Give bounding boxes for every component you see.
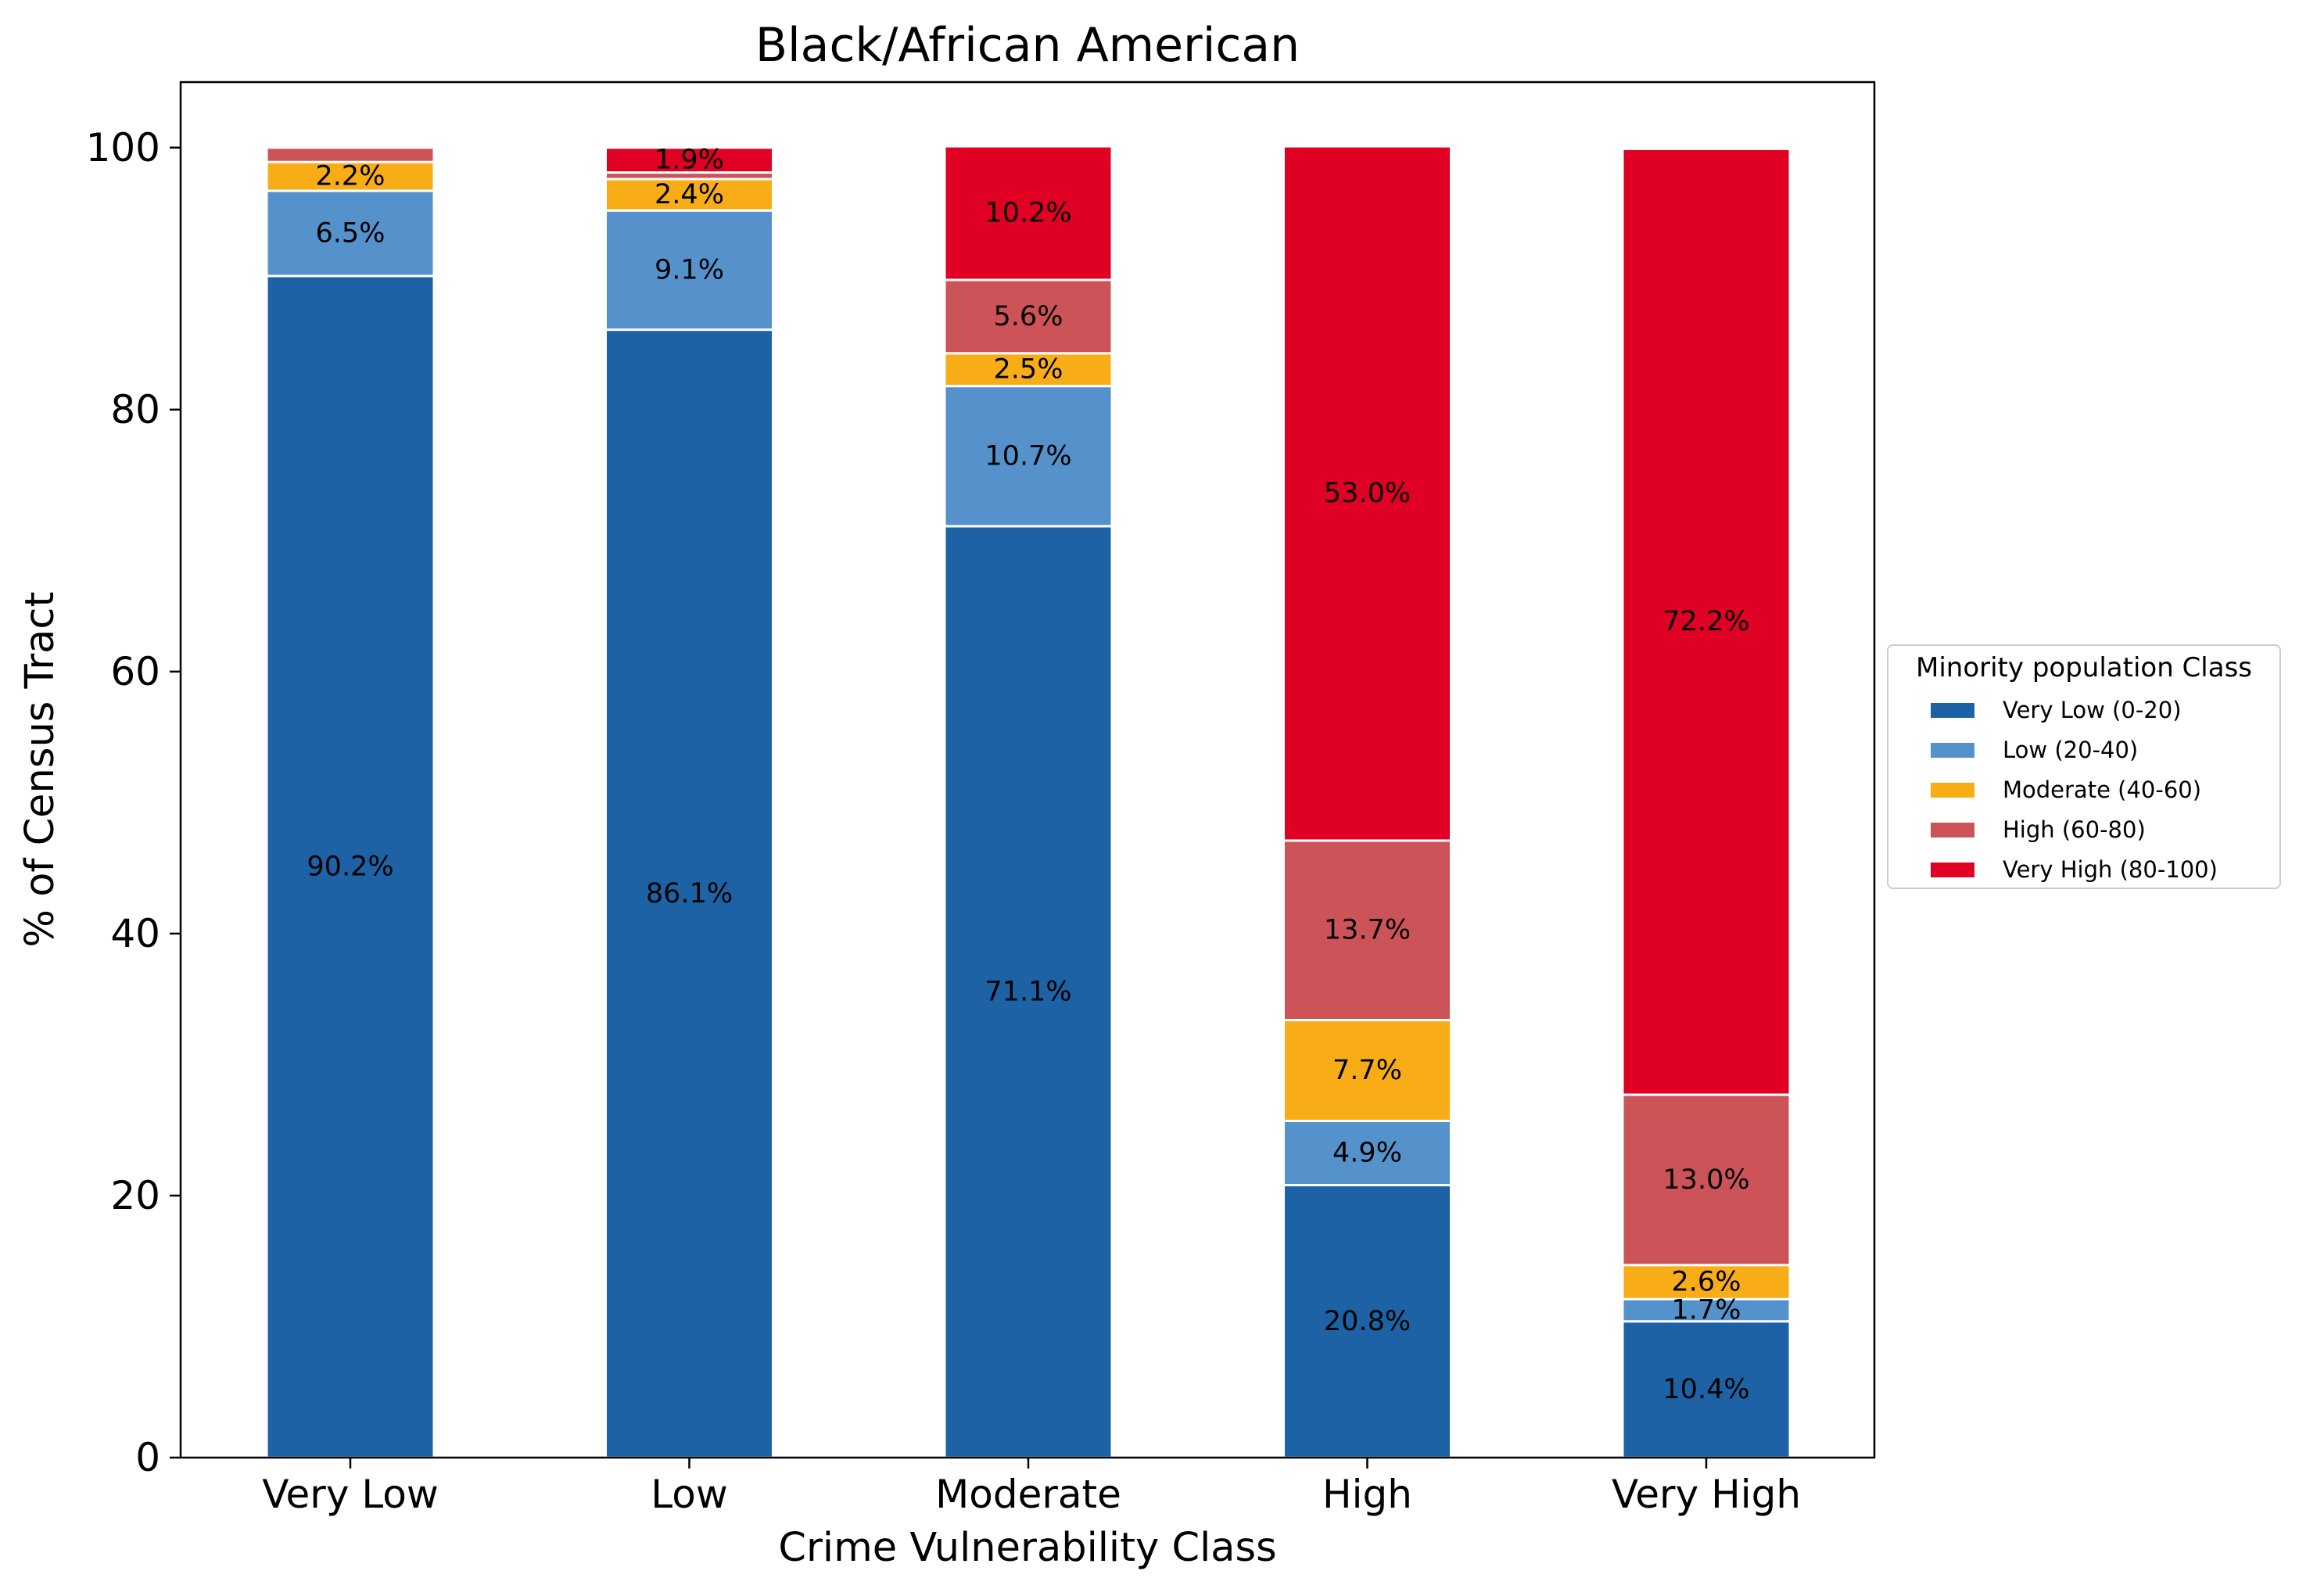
- bar-value-label: 10.7%: [985, 440, 1071, 472]
- legend-title: Minority population Class: [1916, 652, 2252, 683]
- bar-value-label: 13.7%: [1324, 915, 1411, 946]
- legend-swatch: [1931, 743, 1974, 758]
- y-tick-label: 0: [135, 1435, 160, 1480]
- y-axis-label: % of Census Tract: [17, 592, 63, 948]
- bar-value-label: 2.4%: [655, 179, 724, 210]
- bar-segment: [265, 189, 436, 278]
- bar-value-label: 1.7%: [1672, 1295, 1741, 1326]
- bar-value-label: 4.9%: [1332, 1138, 1402, 1169]
- bar-segment: [1621, 147, 1791, 1096]
- legend: Minority population Class Very Low (0-20…: [1887, 644, 2281, 889]
- bar-segment: [604, 178, 774, 212]
- bar-value-label: 86.1%: [646, 878, 733, 909]
- bar-value-label: 90.2%: [307, 851, 393, 882]
- bar-segment: [1282, 1018, 1452, 1122]
- bar-labels: 90.2% 6.5% 2.2% 86.1% 9.1% 2.4%1.9% 71.1% 10.7%…: [307, 145, 1749, 1405]
- bar-segment: [943, 525, 1114, 1459]
- legend-entry-label: Very Low (0-20): [2003, 697, 2182, 723]
- bar-segment: [604, 146, 774, 174]
- bar-value-label: 10.4%: [1662, 1374, 1749, 1405]
- bar-segment: [943, 385, 1114, 528]
- x-tick-label: Moderate: [935, 1472, 1121, 1517]
- y-tick-label: 80: [110, 387, 160, 432]
- bar-segment: [1282, 145, 1452, 842]
- bar-value-label: 72.2%: [1662, 606, 1749, 637]
- bar-segment: [1282, 1184, 1452, 1459]
- legend-frame: [1887, 644, 2281, 889]
- bar-segment: [1621, 1264, 1791, 1300]
- x-tick-label: High: [1322, 1472, 1412, 1517]
- bar-segment: [1621, 1093, 1791, 1267]
- x-tick-label: Very Low: [262, 1472, 439, 1517]
- y-axis: 0 20 40 60 80 100: [86, 125, 181, 1480]
- bar-value-label: 20.8%: [1324, 1306, 1411, 1337]
- bar-segment: [1282, 839, 1452, 1021]
- legend-swatch: [1931, 863, 1974, 877]
- chart-title: Black/African American: [755, 18, 1300, 73]
- legend-swatch: [1931, 783, 1974, 798]
- bar-segment: [943, 278, 1114, 355]
- bar-value-label: 2.5%: [994, 354, 1063, 386]
- bar-segment: [1282, 1119, 1452, 1187]
- bar-segment: [604, 328, 774, 1459]
- legend-swatch: [1931, 823, 1974, 837]
- y-tick-label: 40: [110, 911, 160, 956]
- legend-entry-label: High (60-80): [2003, 816, 2146, 843]
- bar-value-label: 9.1%: [655, 254, 724, 285]
- bar-segment: [265, 274, 436, 1459]
- x-tick-label: Very High: [1612, 1472, 1801, 1517]
- legend-entry-label: Moderate (40-60): [2003, 776, 2201, 803]
- x-axis: Very Low Low Moderate High Very High: [262, 1458, 1801, 1517]
- y-tick-label: 60: [110, 649, 160, 694]
- bar-value-label: 6.5%: [316, 217, 386, 249]
- bar-value-label: 1.9%: [655, 145, 724, 176]
- bar-value-label: 13.0%: [1662, 1164, 1749, 1196]
- legend-entry-label: Very High (80-100): [2003, 856, 2218, 883]
- bar-segment: [265, 146, 436, 163]
- legend-entry-label: Low (20-40): [2003, 737, 2138, 763]
- y-tick-label: 100: [86, 125, 160, 170]
- bar-segment: [1621, 1320, 1791, 1459]
- x-axis-label: Crime Vulnerability Class: [778, 1525, 1276, 1571]
- legend-items: Very Low (0-20) Low (20-40) Moderate (40-6…: [1931, 697, 2218, 883]
- bar-value-label: 7.7%: [1332, 1055, 1402, 1086]
- bar-value-label: 53.0%: [1324, 478, 1411, 509]
- bar-value-label: 2.2%: [316, 161, 386, 192]
- bar-segment: [604, 209, 774, 332]
- bar-value-label: 2.6%: [1672, 1267, 1741, 1298]
- bar-segment: [943, 145, 1114, 282]
- bar-value-label: 71.1%: [985, 976, 1071, 1007]
- plot-bars: [265, 145, 1791, 1459]
- y-tick-label: 20: [110, 1173, 160, 1218]
- x-tick-label: Low: [651, 1472, 727, 1517]
- bar-value-label: 5.6%: [994, 301, 1063, 332]
- legend-swatch: [1931, 703, 1974, 718]
- bar-value-label: 10.2%: [985, 198, 1071, 229]
